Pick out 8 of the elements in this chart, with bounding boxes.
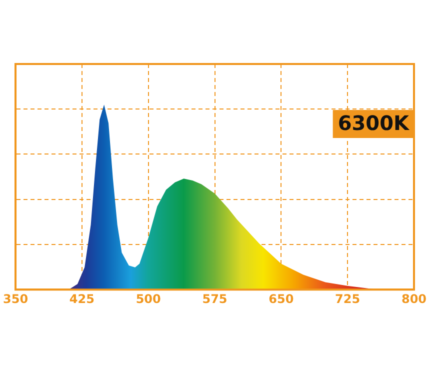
annotation: 6300K [338,111,410,136]
x-tick-label: 425 [69,292,94,306]
x-tick-label: 800 [401,292,427,306]
x-tick-label: 575 [202,292,228,306]
x-tick-label: 650 [268,292,294,306]
x-tick-label: 725 [335,292,360,306]
x-tick-label: 350 [2,292,28,306]
x-tick-label: 500 [136,292,161,306]
